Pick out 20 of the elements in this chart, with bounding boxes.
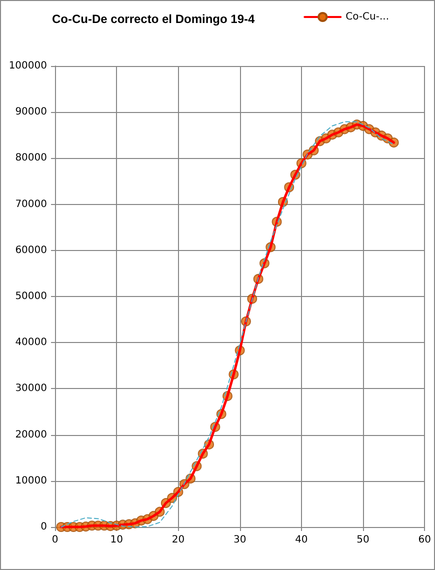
x-tick-label: 60 <box>418 534 432 546</box>
y-tick-label: 70000 <box>15 198 47 210</box>
x-tick-label: 40 <box>295 534 308 546</box>
legend-label: Co-Cu-... <box>346 12 389 22</box>
y-tick-label: 40000 <box>15 337 47 348</box>
x-tick-label: 0 <box>52 534 58 546</box>
chart-title: Co-Cu-De correcto el Domingo 19-4 <box>52 12 256 26</box>
y-tick-label: 30000 <box>15 383 47 394</box>
x-tick-label: 50 <box>356 534 370 546</box>
x-tick-label: 10 <box>110 534 123 546</box>
y-tick-label: 10000 <box>15 475 47 486</box>
y-tick-label: 0 <box>40 522 47 532</box>
y-tick-label: 60000 <box>15 244 47 256</box>
y-tick-label: 100000 <box>8 60 47 72</box>
x-tick-label: 30 <box>233 534 246 546</box>
y-tick-label: 20000 <box>15 429 47 440</box>
y-tick-label: 50000 <box>15 291 47 302</box>
x-tick-label: 20 <box>172 534 185 546</box>
y-tick-label: 80000 <box>15 152 47 164</box>
y-tick-label: 90000 <box>15 106 47 118</box>
